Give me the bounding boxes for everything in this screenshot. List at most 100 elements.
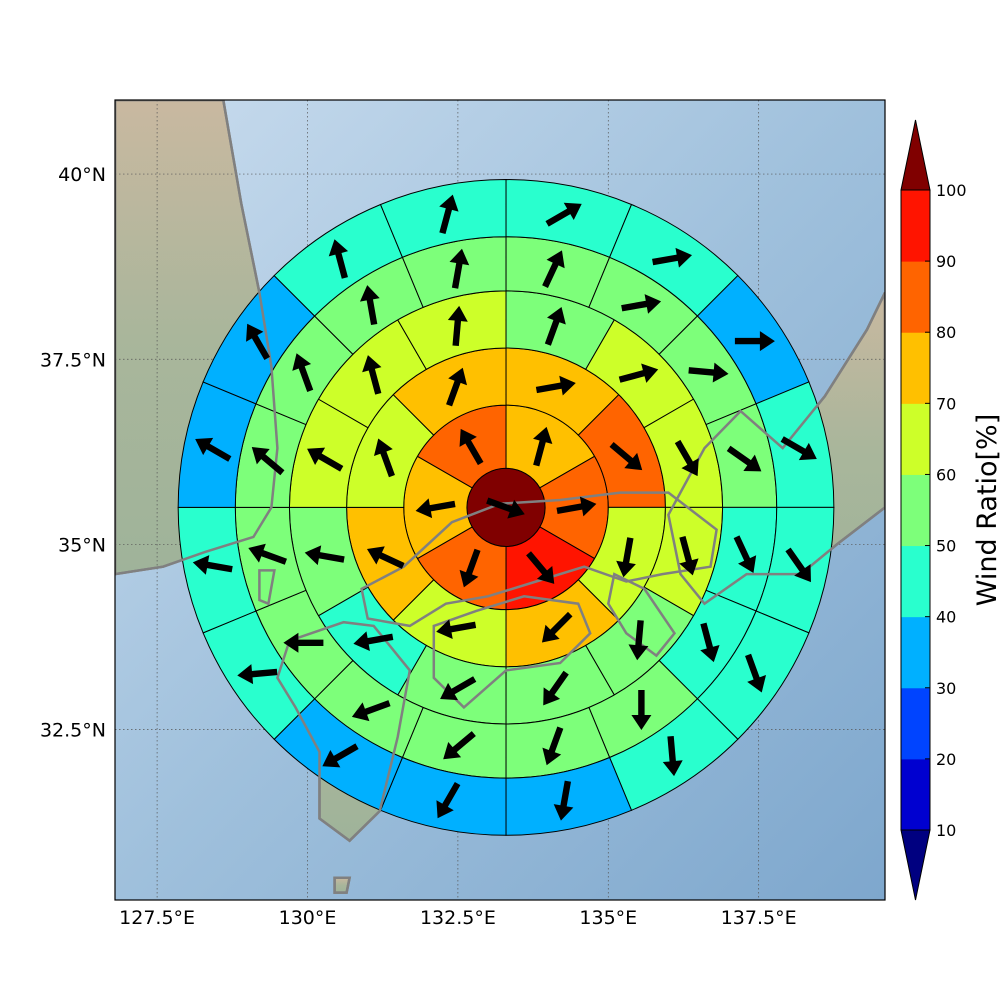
wind-arrow-ring4-6 (631, 690, 652, 730)
wind-arrow-ring4-14 (359, 285, 380, 326)
colorbar-band-4 (901, 474, 930, 547)
wind-arrow-ring4-8 (443, 731, 476, 760)
colorbar: 10 20 30 40 50 60 70 80 90 100 (900, 119, 967, 901)
colorbar-tick-label-2: 30 (936, 679, 956, 698)
yakushima-coastline (333, 876, 352, 894)
wind-arrow-ring3-2 (674, 439, 699, 477)
x-tick-label-3: 135°E (579, 907, 637, 929)
wind-arrow-ring4-2 (688, 362, 729, 383)
colorbar-tick-label-0: 10 (936, 821, 956, 840)
japan-peninsula-coastline (606, 572, 677, 658)
y-tick-label-3: 32.5°N (40, 720, 106, 742)
korea-peninsula-coastline (115, 100, 279, 576)
wind-arrows (192, 194, 817, 821)
tsushima-coastline (258, 569, 276, 606)
colorbar-tick-label-4: 50 (936, 537, 956, 556)
wind-arrow-ring1-0 (533, 426, 553, 467)
wind-arrow-ring3-0 (544, 307, 566, 346)
x-tick-label-2: 132.5°E (420, 907, 496, 929)
colorbar-under-extension (900, 829, 931, 901)
wind-arrow-ring3-3 (679, 535, 699, 576)
wind-arrow-ring3-5 (543, 670, 569, 706)
x-tick-label-4: 137.5°E (721, 907, 797, 929)
y-tick-label-2: 35°N (58, 534, 106, 556)
wind-arrow-ring5-11 (192, 555, 233, 575)
wind-arrow-ring3-7 (353, 631, 394, 652)
colorbar-label: Wind Ratio[%] (972, 414, 1000, 606)
wind-arrow-ring2-1 (609, 441, 643, 471)
wind-arrow-ring4-7 (542, 726, 564, 766)
wind-arrow-ring5-4 (785, 547, 811, 583)
y-axis-ticks: 40°N 37.5°N 35°N 32.5°N (40, 164, 106, 742)
wind-arrow-ring5-6 (662, 735, 683, 777)
honshu-west-coastline (360, 491, 718, 628)
wind-arrow-ring5-2 (734, 331, 775, 352)
colorbar-band-8 (901, 190, 930, 262)
colorbar-band-7 (901, 261, 930, 333)
wind-arrow-ring4-1 (621, 294, 662, 314)
wind-arrow-ring1-4 (415, 498, 456, 519)
wind-arrow-ring4-5 (700, 622, 720, 663)
x-tick-label-0: 127.5°E (119, 907, 195, 929)
wind-arrow-ring3-8 (304, 545, 345, 566)
wind-arrow-ring5-8 (436, 781, 461, 819)
wind-arrow-ring0-0 (486, 497, 525, 519)
wind-arrow-ring2-2 (616, 537, 636, 578)
wind-arrow-ring5-0 (545, 202, 582, 227)
colorbar-over-extension (900, 119, 931, 191)
wind-arrow-ring1-1 (556, 496, 597, 517)
wind-arrow-ring4-15 (449, 248, 470, 289)
wind-arrow-ring5-15 (439, 194, 459, 235)
wind-arrow-ring2-5 (366, 546, 405, 569)
wind-arrow-ring5-9 (322, 743, 359, 768)
wind-arrow-ring2-4 (436, 619, 477, 640)
wind-arrow-ring4-9 (351, 700, 391, 722)
wind-arrow-ring4-10 (283, 632, 324, 653)
wind-arrow-ring4-13 (292, 353, 314, 392)
colorbar-tick-label-3: 40 (936, 608, 956, 627)
wind-arrow-ring5-13 (246, 323, 270, 361)
colorbar-band-1 (901, 687, 930, 760)
x-axis-ticks: 127.5°E 130°E 132.5°E 135°E 137.5°E (119, 907, 796, 929)
wind-arrow-ring5-12 (195, 437, 232, 462)
wind-arrow-ring2-7 (446, 367, 468, 407)
wind-arrow-ring2-0 (535, 375, 576, 396)
kyushu-coastline (276, 620, 412, 843)
colorbar-tick-label-5: 60 (936, 465, 956, 484)
colorbar-tick-label-7: 80 (936, 323, 956, 342)
colorbar-band-2 (901, 616, 930, 689)
wind-arrow-ring4-11 (248, 543, 287, 565)
colorbar-band-3 (901, 545, 930, 618)
colorbar-band-0 (901, 758, 930, 831)
wind-arrow-ring5-14 (328, 239, 349, 279)
wind-arrow-ring3-1 (618, 363, 659, 383)
wind-arrow-ring1-3 (459, 548, 481, 588)
wind-arrow-ring5-7 (553, 780, 574, 821)
wind-arrow-ring4-12 (251, 447, 285, 476)
colorbar-tick-label-6: 70 (936, 394, 956, 413)
wind-arrow-ring3-9 (307, 447, 344, 472)
wind-arrow-ring5-10 (237, 664, 278, 685)
wind-arrow-ring4-0 (542, 250, 565, 288)
colorbar-tick-label-1: 20 (936, 750, 956, 769)
wind-arrow-ring2-6 (373, 438, 395, 478)
wind-arrow-ring1-5 (459, 428, 484, 466)
wind-arrow-ring4-3 (726, 445, 762, 472)
wind-arrow-ring1-2 (526, 551, 555, 584)
wind-arrow-ring4-4 (733, 535, 757, 574)
wind-arrow-ring3-11 (447, 305, 468, 347)
colorbar-band-5 (901, 403, 930, 475)
wind-arrow-ring5-1 (652, 247, 692, 268)
map-frame (115, 100, 885, 900)
colorbar-outline (900, 189, 931, 831)
colorbar-tick-label-8: 90 (936, 252, 956, 271)
y-tick-label-1: 37.5°N (40, 349, 106, 371)
wind-arrow-ring2-3 (541, 611, 573, 643)
wind-arrow-ring3-6 (440, 676, 477, 701)
map-border (114, 99, 886, 901)
wind-arrow-ring3-10 (362, 355, 382, 395)
wind-arrow-ring3-4 (628, 620, 649, 661)
colorbar-band-6 (901, 332, 930, 404)
colorbar-tick-label-9: 100 (936, 181, 967, 200)
